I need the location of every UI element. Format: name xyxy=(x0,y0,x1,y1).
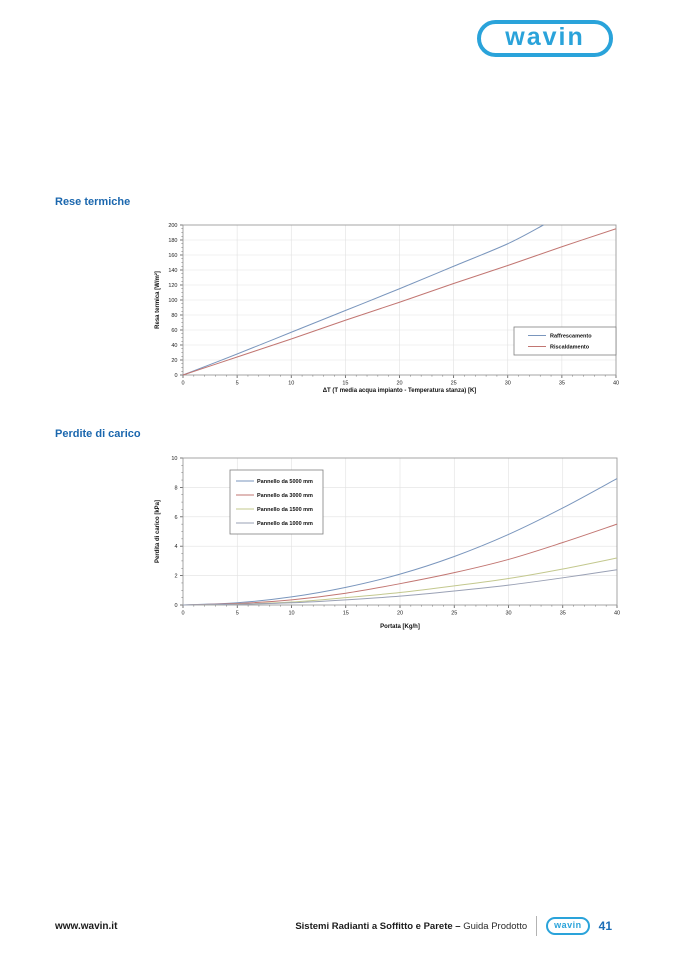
footer-divider xyxy=(536,916,538,936)
svg-text:40: 40 xyxy=(614,611,620,617)
chart-perdite-di-carico: 0 5 10 15 20 25 30 35 40 0 2 4 6 8 10 Portata [Kg/h] Per… xyxy=(155,456,620,630)
svg-text:8: 8 xyxy=(174,485,177,491)
svg-text:Pannello da 1000 mm: Pannello da 1000 mm xyxy=(257,521,313,527)
rese-termiche-chart: 0 5 10 15 20 25 30 35 40 0 20 40 60 80 100 120 140 160 180… xyxy=(154,223,619,394)
footer-doc-title: Sistemi Radianti a Soffitto e Parete – G… xyxy=(295,921,527,932)
legend: Pannello da 5000 mm Pannello da 3000 mm Pa… xyxy=(229,469,324,535)
svg-text:25: 25 xyxy=(451,381,457,387)
page-number: 41 xyxy=(598,919,612,933)
svg-text:5: 5 xyxy=(236,381,239,387)
svg-text:60: 60 xyxy=(171,328,177,334)
svg-text:2: 2 xyxy=(174,574,177,580)
svg-text:0: 0 xyxy=(181,611,184,617)
chart-rese-termiche: 0 5 10 15 20 25 30 35 40 0 20 40 60 80 100 120 140 160 180… xyxy=(154,223,619,394)
perdite-di-carico-chart: 0 5 10 15 20 25 30 35 40 0 2 4 6 8 10 Portata [Kg/h] Per… xyxy=(155,456,620,630)
footer-doc-title-regular: Guida Prodotto xyxy=(463,920,528,932)
svg-text:0: 0 xyxy=(181,381,184,387)
svg-text:10: 10 xyxy=(171,456,177,462)
tick-labels: 0 5 10 15 20 25 30 35 40 0 2 4 6 8 10 xyxy=(171,456,620,617)
svg-text:30: 30 xyxy=(505,611,511,617)
footer-wavin-logo: wavin xyxy=(546,917,590,935)
gridlines xyxy=(183,225,616,375)
series-riscaldamento xyxy=(182,228,617,376)
svg-text:140: 140 xyxy=(168,268,177,274)
series-pannello-da-1000-mm xyxy=(182,569,618,606)
y-axis-title: Resa termica [W/m²] xyxy=(154,271,161,329)
legend: Raffrescamento Riscaldamento xyxy=(513,326,617,356)
svg-text:180: 180 xyxy=(168,238,177,244)
plot-border xyxy=(182,224,617,376)
svg-text:20: 20 xyxy=(171,358,177,364)
section-title-rese-termiche: Rese termiche xyxy=(55,196,131,208)
footer-wavin-logo-text: wavin xyxy=(554,920,582,930)
plot-border xyxy=(182,457,618,606)
svg-text:Pannello da 5000 mm: Pannello da 5000 mm xyxy=(257,479,313,485)
svg-text:10: 10 xyxy=(288,381,294,387)
svg-text:200: 200 xyxy=(168,223,177,229)
svg-text:Pannello da 1500 mm: Pannello da 1500 mm xyxy=(257,507,313,513)
svg-text:15: 15 xyxy=(343,611,349,617)
svg-text:20: 20 xyxy=(397,611,403,617)
x-axis-title: ΔT (T media acqua impianto - Temperatura… xyxy=(323,388,477,394)
svg-text:4: 4 xyxy=(174,544,177,550)
svg-text:15: 15 xyxy=(342,381,348,387)
tick-labels: 0 5 10 15 20 25 30 35 40 0 20 40 60 80 100 120 140 160 180… xyxy=(168,223,619,387)
svg-text:100: 100 xyxy=(168,298,177,304)
y-axis-title: Perdita di carico [kPa] xyxy=(155,500,161,563)
x-axis-title: Portata [Kg/h] xyxy=(380,624,420,630)
svg-text:120: 120 xyxy=(168,283,177,289)
svg-text:0: 0 xyxy=(174,373,177,379)
svg-text:0: 0 xyxy=(174,603,177,609)
svg-text:Raffrescamento: Raffrescamento xyxy=(550,334,592,340)
svg-text:35: 35 xyxy=(560,611,566,617)
footer-doc-title-bold: Sistemi Radianti a Soffitto e Parete – xyxy=(295,920,461,932)
series-pannello-da-3000-mm xyxy=(182,523,618,606)
svg-text:5: 5 xyxy=(236,611,239,617)
series-pannello-da-5000-mm xyxy=(182,478,618,606)
svg-text:25: 25 xyxy=(451,611,457,617)
section-title-perdite-di-carico: Perdite di carico xyxy=(55,428,141,440)
series-raffrescamento xyxy=(182,224,544,376)
footer-right-group: Sistemi Radianti a Soffitto e Parete – G… xyxy=(295,913,612,939)
svg-text:40: 40 xyxy=(171,343,177,349)
svg-text:10: 10 xyxy=(288,611,294,617)
svg-text:80: 80 xyxy=(171,313,177,319)
svg-text:35: 35 xyxy=(559,381,565,387)
svg-text:30: 30 xyxy=(505,381,511,387)
wavin-logo: wavin xyxy=(477,20,613,57)
svg-text:6: 6 xyxy=(174,515,177,521)
svg-text:160: 160 xyxy=(168,253,177,259)
svg-text:20: 20 xyxy=(396,381,402,387)
wavin-logo-text: wavin xyxy=(505,22,585,51)
svg-text:40: 40 xyxy=(613,381,619,387)
svg-text:Riscaldamento: Riscaldamento xyxy=(550,345,590,351)
footer-website: www.wavin.it xyxy=(55,921,118,932)
svg-text:Pannello da 3000 mm: Pannello da 3000 mm xyxy=(257,493,313,499)
